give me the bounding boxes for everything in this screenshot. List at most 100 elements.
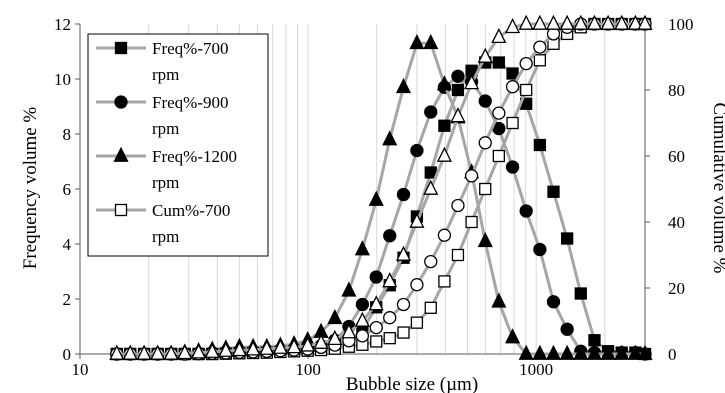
data-point [370, 335, 383, 348]
x-tick-label: 10 [72, 360, 89, 379]
data-point [410, 316, 424, 329]
y2-tick-label: 100 [668, 15, 694, 34]
data-point [451, 69, 465, 83]
data-point [383, 229, 397, 243]
data-point [505, 328, 521, 344]
series-5 [109, 14, 653, 360]
data-point [586, 14, 603, 30]
y2-tick-label: 80 [668, 81, 685, 100]
data-point [520, 83, 533, 97]
data-point [382, 130, 398, 146]
data-point [532, 344, 548, 360]
data-point [533, 242, 547, 257]
data-point [491, 292, 507, 308]
data-point [506, 116, 519, 130]
legend-entry: Freq%-700 rpm [96, 39, 228, 84]
legend-marker [114, 203, 128, 217]
legend-marker [113, 146, 129, 162]
data-point [204, 342, 220, 358]
data-point [451, 198, 465, 213]
y-tick-label: 10 [54, 70, 71, 89]
data-point [637, 344, 653, 360]
series-line [116, 22, 645, 356]
y2-axis-title: Cumulative volume % [709, 103, 725, 274]
legend-entry: Cum%-700 rpm [96, 201, 230, 246]
legend-label: Cum%-700 [152, 201, 230, 220]
data-point [614, 14, 630, 30]
data-point [533, 138, 547, 152]
data-point [559, 344, 575, 360]
data-point [600, 14, 616, 30]
data-point [150, 344, 166, 360]
data-point [560, 232, 574, 245]
series-line [116, 41, 645, 356]
data-point [573, 344, 589, 360]
data-point [300, 336, 316, 352]
legend-label-unit: rpm [152, 173, 179, 192]
y2-tick-label: 20 [668, 279, 685, 298]
data-point [286, 338, 302, 354]
data-point [245, 340, 261, 356]
legend-label-unit: rpm [152, 227, 179, 246]
data-point [341, 281, 357, 297]
data-point [545, 344, 562, 360]
data-point [450, 107, 466, 123]
data-point [600, 344, 616, 360]
data-point [586, 344, 603, 360]
data-point [573, 14, 589, 30]
data-point [464, 169, 479, 183]
data-point [259, 339, 275, 355]
data-point [341, 323, 357, 339]
data-point [559, 14, 575, 30]
data-point [177, 344, 193, 360]
data-point [109, 344, 125, 360]
data-point [438, 275, 451, 288]
data-point [409, 212, 425, 228]
data-point [478, 136, 492, 150]
legend-label: Freq%-700 [152, 39, 228, 58]
data-point [436, 75, 452, 91]
data-point [397, 326, 410, 339]
data-point [409, 33, 425, 50]
data-point [383, 311, 397, 325]
data-point [313, 333, 329, 349]
legend-label: Freq%-900 [152, 93, 228, 112]
data-point [396, 297, 411, 312]
data-point [451, 248, 465, 262]
data-point [231, 341, 247, 357]
data-point [533, 54, 547, 67]
data-point [519, 56, 533, 71]
legend-label-unit: rpm [152, 119, 179, 138]
data-point [505, 18, 521, 34]
data-point [546, 295, 561, 309]
data-point [588, 334, 601, 347]
data-point [424, 254, 438, 269]
data-point [369, 320, 383, 335]
y2-tick-label: 60 [668, 147, 685, 166]
data-point [354, 311, 370, 327]
x-axis-title: Bubble size (µm) [346, 374, 478, 393]
data-point [547, 185, 560, 198]
data-point [191, 343, 207, 359]
data-point [437, 228, 452, 242]
legend-box [87, 33, 269, 257]
data-point [438, 119, 451, 132]
data-point [560, 322, 574, 336]
data-point [355, 329, 370, 343]
data-point [492, 106, 506, 120]
data-point [369, 270, 383, 284]
data-point [574, 287, 587, 300]
data-point [423, 179, 439, 195]
data-point [382, 272, 398, 288]
data-point [491, 27, 507, 44]
legend-marker [114, 41, 128, 55]
data-point [505, 80, 520, 94]
data-point [383, 332, 396, 345]
data-point [395, 245, 412, 261]
legend-entry: Freq%-1200 rpm [96, 146, 237, 192]
data-point [423, 33, 439, 50]
y-tick-label: 8 [63, 125, 72, 144]
data-point [477, 47, 493, 63]
legend-label: Freq%-1200 [152, 147, 237, 166]
data-point [410, 278, 424, 292]
